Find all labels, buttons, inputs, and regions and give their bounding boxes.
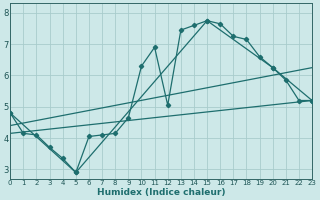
X-axis label: Humidex (Indice chaleur): Humidex (Indice chaleur): [97, 188, 225, 197]
